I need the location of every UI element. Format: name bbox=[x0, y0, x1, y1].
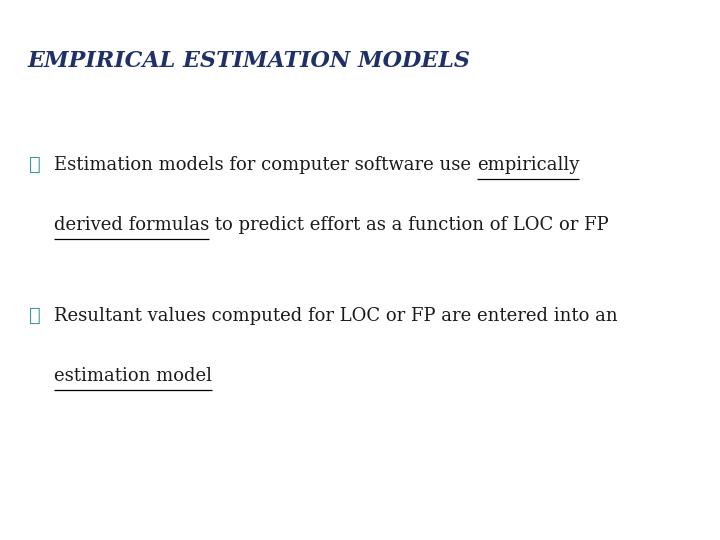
Text: EMPIRICAL ESTIMATION MODELS: EMPIRICAL ESTIMATION MODELS bbox=[27, 50, 470, 72]
Text: Estimation models for computer software use: Estimation models for computer software … bbox=[54, 156, 477, 174]
Text: empirically: empirically bbox=[477, 156, 579, 174]
Text: ❯: ❯ bbox=[29, 156, 40, 174]
Text: derived formulas: derived formulas bbox=[54, 217, 210, 234]
Text: to predict effort as a function of LOC or FP: to predict effort as a function of LOC o… bbox=[210, 217, 609, 234]
Text: estimation model: estimation model bbox=[54, 367, 212, 385]
Text: Resultant values computed for LOC or FP are entered into an: Resultant values computed for LOC or FP … bbox=[54, 307, 618, 325]
Text: ❯: ❯ bbox=[29, 307, 40, 325]
